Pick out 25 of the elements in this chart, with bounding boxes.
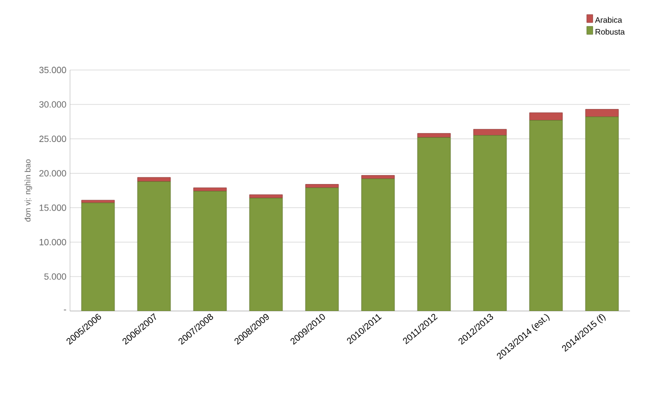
y-tick-label: 20.000 [39, 170, 66, 176]
bar [193, 188, 227, 192]
y-tick-label: 10.000 [40, 238, 66, 246]
y-tick-label: 25.000 [39, 136, 66, 142]
legend-label: Arabica [595, 16, 622, 23]
bar [417, 137, 451, 311]
bar [473, 129, 507, 136]
y-tick-label: 5.000 [44, 273, 66, 280]
y-tick-label: 30.000 [39, 101, 66, 108]
bar [529, 120, 563, 311]
bar [249, 198, 283, 311]
y-tick-label: 35.000 [39, 66, 66, 74]
bar [81, 202, 115, 311]
bar [585, 116, 619, 311]
y-axis-title: đơn vị: nghìn bao [24, 159, 32, 222]
bar [361, 178, 395, 311]
legend-label: Robusta [596, 28, 625, 35]
bar [193, 190, 227, 311]
bar [473, 135, 507, 311]
bar [137, 181, 171, 311]
bar [305, 184, 339, 188]
y-tick-label: 15.000 [40, 204, 66, 211]
bar [305, 188, 339, 311]
bar [529, 112, 563, 120]
bar [585, 109, 619, 118]
